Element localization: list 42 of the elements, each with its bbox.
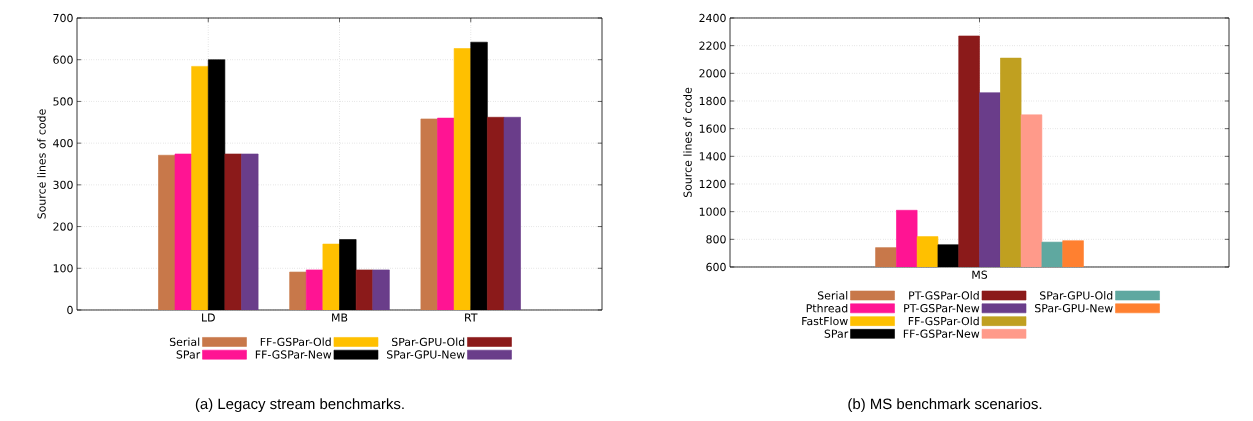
text: (a) Legacy stream benchmarks. (195, 398, 404, 413)
legend-label: SPar (176, 350, 201, 359)
y-tick-label: 0 (67, 305, 73, 315)
x-tick-label: MS (972, 270, 988, 279)
y-axis-title: Source lines of code (683, 87, 692, 198)
legend-label: Pthread (806, 303, 848, 313)
y-tick-label: 2000 (699, 69, 726, 78)
y-tick-label: 600 (53, 55, 73, 64)
y-tick-label: 1000 (699, 207, 726, 216)
y-tick-label: 1800 (699, 96, 726, 106)
legend-label: FF-GSPar-New (903, 329, 980, 338)
y-tick-label: 100 (53, 264, 73, 273)
text: (b) MS benchmark scenarios. (848, 398, 1042, 413)
legend-label: FF-GSPar-Old (260, 337, 331, 347)
legend-label: SPar-GPU-New (1035, 304, 1113, 313)
legend-label: PT-GSPar-New (904, 304, 980, 313)
y-tick-label: 2400 (699, 13, 726, 23)
y-tick-label: 500 (53, 97, 73, 106)
x-tick-label: RT (465, 313, 478, 322)
y-axis-title: Source lines of code (37, 109, 46, 219)
legend-label: Serial (169, 337, 200, 347)
x-tick-label: MB (332, 313, 348, 322)
legend-label: FastFlow (802, 316, 848, 326)
y-tick-label: 200 (53, 222, 73, 231)
y-tick-label: 600 (706, 262, 726, 272)
y-tick-label: 1200 (699, 179, 726, 189)
legend-label: SPar (824, 329, 849, 338)
y-tick-label: 300 (53, 180, 73, 189)
x-tick-label: LD (202, 313, 215, 322)
y-tick-label: 2200 (699, 41, 726, 50)
legend-label: SPar-GPU-Old (391, 337, 465, 347)
y-tick-label: 1400 (699, 152, 726, 161)
legend-label: FF-GSPar-Old (908, 316, 979, 326)
y-tick-label: 800 (706, 235, 726, 244)
y-tick-label: 700 (53, 13, 73, 23)
legend-label: FF-GSPar-New (255, 350, 332, 359)
legend-label: SPar-GPU-Old (1039, 291, 1113, 300)
y-tick-label: 1600 (699, 124, 726, 133)
legend-label: Serial (817, 291, 848, 300)
legend-label: PT-GSPar-Old (909, 291, 979, 300)
legend-label: SPar-GPU-New (386, 350, 465, 359)
y-tick-label: 400 (53, 139, 73, 148)
